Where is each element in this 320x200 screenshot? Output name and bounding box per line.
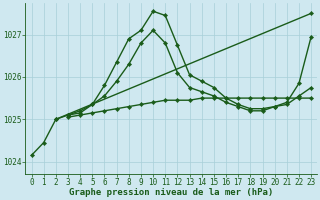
X-axis label: Graphe pression niveau de la mer (hPa): Graphe pression niveau de la mer (hPa) [69,188,274,197]
